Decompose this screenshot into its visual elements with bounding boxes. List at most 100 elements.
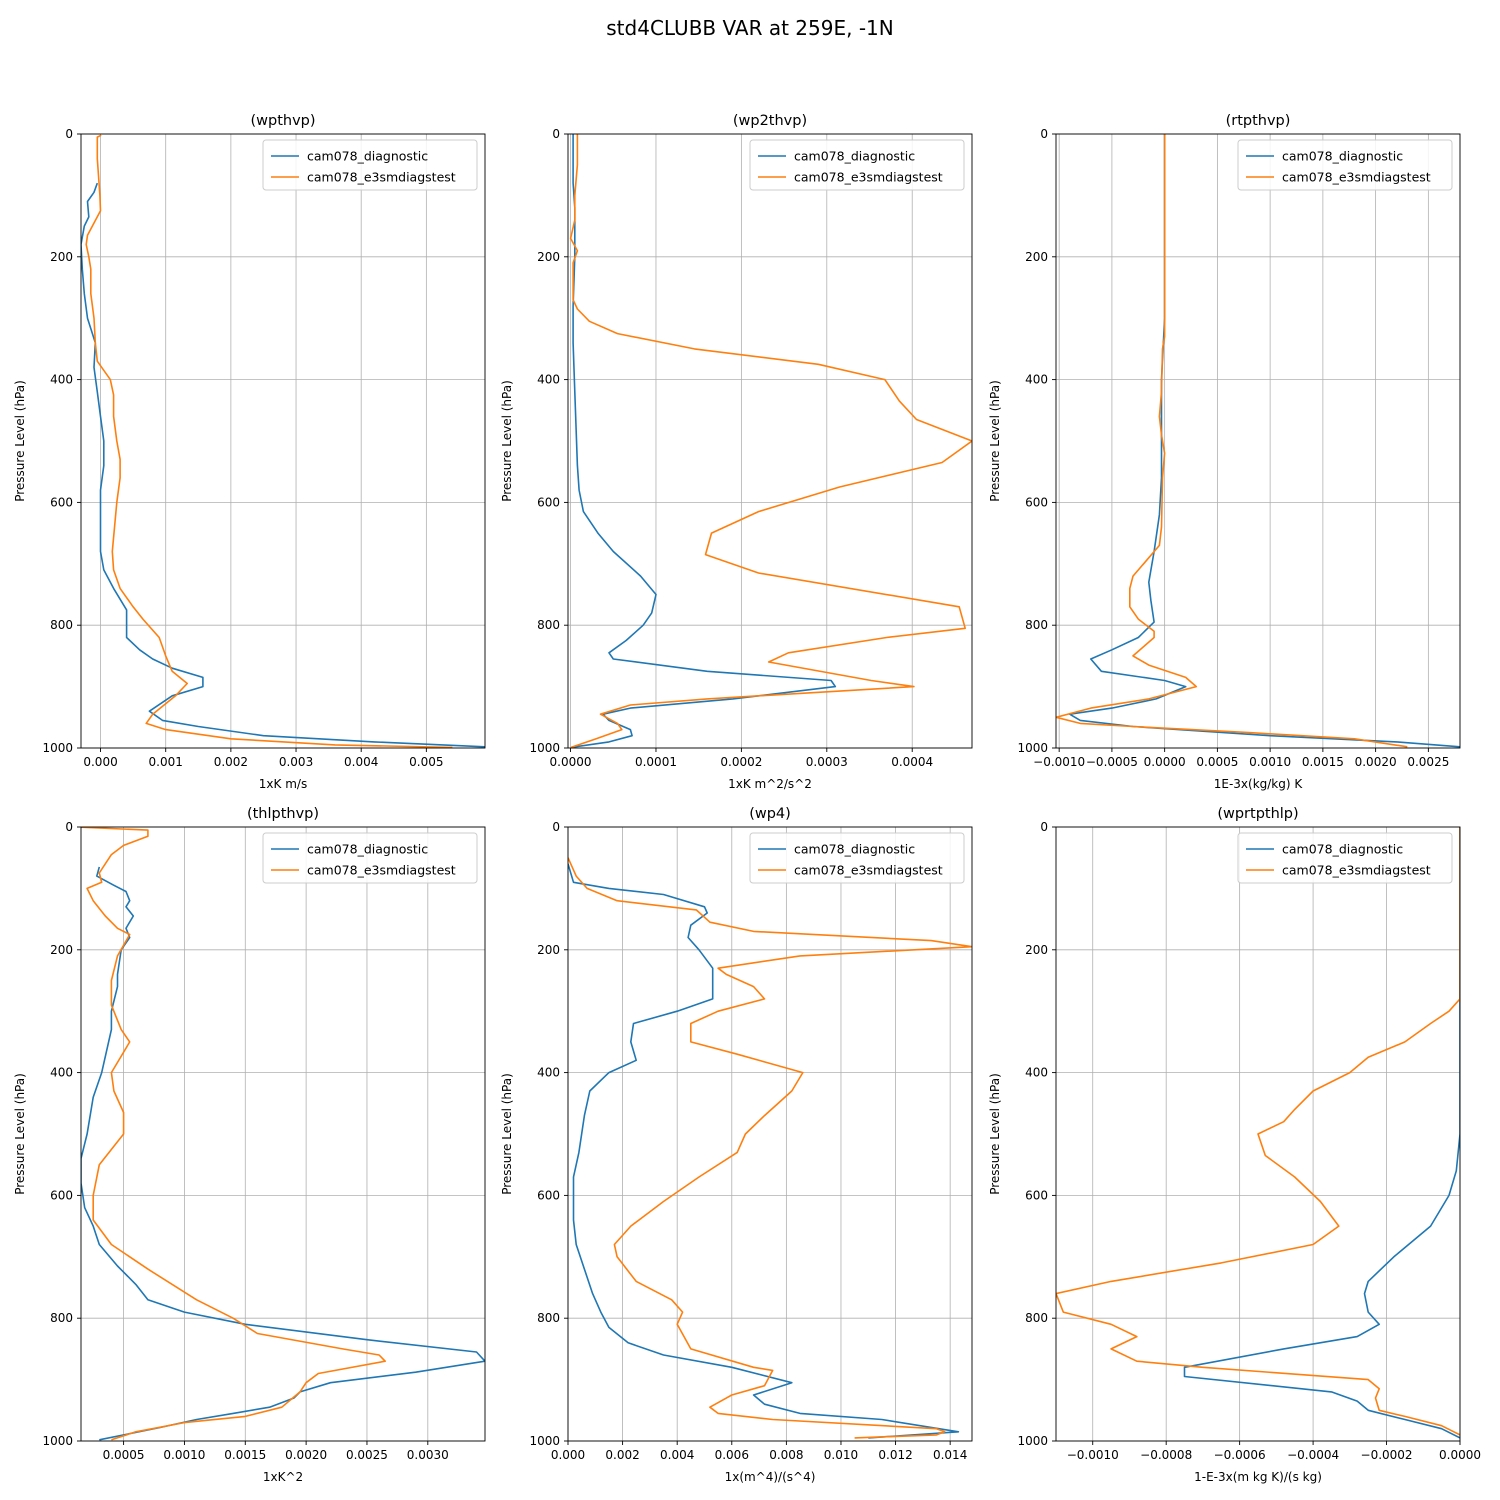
y-tick-label: 400 — [537, 373, 560, 387]
plot-frame — [80, 826, 486, 1442]
plot-frame — [567, 133, 973, 749]
y-tick-label: 200 — [1025, 250, 1048, 264]
series-line-1 — [570, 134, 837, 748]
legend-box — [262, 139, 478, 191]
series-line-1 — [568, 863, 960, 1439]
x-tick-label: 0.0005 — [1196, 755, 1238, 769]
legend-entry: cam078_e3smdiagstest — [307, 170, 456, 185]
x-tick-label: 0.0000 — [1439, 1448, 1481, 1462]
y-tick-label: 400 — [1025, 1066, 1048, 1080]
y-tick-label: 400 — [50, 373, 73, 387]
x-tick-label: 0.0020 — [1355, 755, 1397, 769]
y-tick-label: 800 — [1025, 1311, 1048, 1325]
legend-box — [1237, 832, 1453, 884]
y-axis-label: Pressure Level (hPa) — [988, 380, 1002, 502]
y-tick-label: 600 — [1025, 1188, 1048, 1202]
y-tick-label: 800 — [1025, 618, 1048, 632]
x-tick-label: 0.008 — [769, 1448, 803, 1462]
x-tick-label: 0.0000 — [1144, 755, 1186, 769]
y-tick-label: 200 — [50, 250, 73, 264]
legend-box — [262, 832, 478, 884]
x-axis-label: 1xK m/s — [259, 777, 307, 791]
subplot-title: (thlpthvp) — [247, 806, 319, 822]
legend: cam078_diagnostic cam078_e3smdiagstest — [262, 139, 478, 191]
x-tick-label: −0.0010 — [1067, 1448, 1119, 1462]
legend: cam078_diagnostic cam078_e3smdiagstest — [1237, 832, 1453, 884]
series-line-1 — [1068, 134, 1460, 748]
legend: cam078_diagnostic cam078_e3smdiagstest — [749, 832, 965, 884]
x-tick-label: 0.001 — [149, 755, 183, 769]
figure-title: std4CLUBB VAR at 259E, -1N — [606, 16, 894, 40]
x-tick-label: 0.002 — [605, 1448, 639, 1462]
y-tick-label: 1000 — [1017, 1434, 1048, 1448]
y-tick-label: 600 — [50, 495, 73, 509]
x-tick-label: 0.0020 — [285, 1448, 327, 1462]
x-tick-label: 0.0005 — [103, 1448, 145, 1462]
y-tick-label: 200 — [1025, 943, 1048, 957]
y-axis-label: Pressure Level (hPa) — [500, 1073, 514, 1195]
x-axis-label: 1xK^2 — [263, 1470, 303, 1484]
y-tick-label: 400 — [50, 1066, 73, 1080]
subplot-6: −0.0010 −0.0008 −0.0006 −0.0004 −0.0002 0.000… — [988, 806, 1481, 1484]
y-tick-label: 0 — [65, 820, 73, 834]
x-tick-label: 0.010 — [824, 1448, 858, 1462]
y-tick-label: 600 — [537, 1188, 560, 1202]
legend-entry: cam078_diagnostic — [1282, 149, 1403, 164]
legend-entry: cam078_e3smdiagstest — [794, 863, 943, 878]
y-tick-label: 1000 — [1017, 741, 1048, 755]
y-tick-label: 1000 — [42, 1434, 73, 1448]
subplot-3: −0.0010 −0.0005 0.0000 0.0005 0.0010 0.0015 0.… — [988, 113, 1461, 791]
x-tick-label: −0.0010 — [1033, 755, 1085, 769]
y-axis-label: Pressure Level (hPa) — [500, 380, 514, 502]
x-axis-label: 1-E-3x(m kg K)/(s kg) — [1194, 1470, 1322, 1484]
x-tick-label: 0.0015 — [224, 1448, 266, 1462]
x-tick-label: 0.0003 — [806, 755, 848, 769]
series-line-2 — [81, 827, 386, 1441]
series-line-1 — [1183, 827, 1460, 1439]
y-tick-label: 600 — [50, 1188, 73, 1202]
legend-box — [1237, 139, 1453, 191]
x-tick-label: 0.0015 — [1302, 755, 1344, 769]
x-tick-label: 0.002 — [214, 755, 248, 769]
legend-entry: cam078_e3smdiagstest — [1282, 170, 1431, 185]
x-tick-label: −0.0005 — [1086, 755, 1138, 769]
x-tick-label: 0.012 — [878, 1448, 912, 1462]
series-line-2 — [1056, 827, 1460, 1436]
x-tick-label: 0.014 — [933, 1448, 967, 1462]
x-tick-label: −0.0002 — [1361, 1448, 1413, 1462]
legend-entry: cam078_diagnostic — [1282, 842, 1403, 857]
y-tick-label: 400 — [537, 1066, 560, 1080]
legend-entry: cam078_e3smdiagstest — [1282, 863, 1431, 878]
legend-entry: cam078_e3smdiagstest — [307, 863, 456, 878]
series-line-2 — [85, 134, 453, 748]
x-tick-label: 0.003 — [279, 755, 313, 769]
x-tick-label: 0.0010 — [1249, 755, 1291, 769]
legend-entry: cam078_diagnostic — [307, 842, 428, 857]
y-tick-label: 0 — [1040, 127, 1048, 141]
x-tick-label: 0.0025 — [346, 1448, 388, 1462]
subplot-title: (wp4) — [749, 806, 791, 822]
y-tick-label: 200 — [50, 943, 73, 957]
y-tick-label: 400 — [1025, 373, 1048, 387]
subplot-5: 0.000 0.002 0.004 0.006 0.008 0.010 0.012 0.014… — [500, 806, 973, 1484]
legend-entry: cam078_e3smdiagstest — [794, 170, 943, 185]
y-tick-label: 1000 — [529, 1434, 560, 1448]
subplot-title: (rtpthvp) — [1226, 113, 1291, 129]
y-tick-label: 1000 — [529, 741, 560, 755]
x-tick-label: 0.0001 — [635, 755, 677, 769]
y-tick-label: 0 — [65, 127, 73, 141]
y-tick-label: 0 — [1040, 820, 1048, 834]
legend-entry: cam078_diagnostic — [307, 149, 428, 164]
x-axis-label: 1xK m^2/s^2 — [728, 777, 812, 791]
subplot-4: 0.0005 0.0010 0.0015 0.0020 0.0025 0.0030 0 200… — [13, 806, 486, 1484]
series-line-2 — [1056, 134, 1408, 748]
y-tick-label: 200 — [537, 250, 560, 264]
x-tick-label: 0.005 — [409, 755, 443, 769]
series-line-2 — [568, 857, 972, 1439]
y-tick-label: 0 — [552, 127, 560, 141]
series-line-2 — [569, 134, 972, 748]
y-axis-label: Pressure Level (hPa) — [13, 1073, 27, 1195]
x-tick-label: 0.0002 — [720, 755, 762, 769]
x-tick-label: 0.0030 — [407, 1448, 449, 1462]
x-tick-label: 0.0000 — [550, 755, 592, 769]
